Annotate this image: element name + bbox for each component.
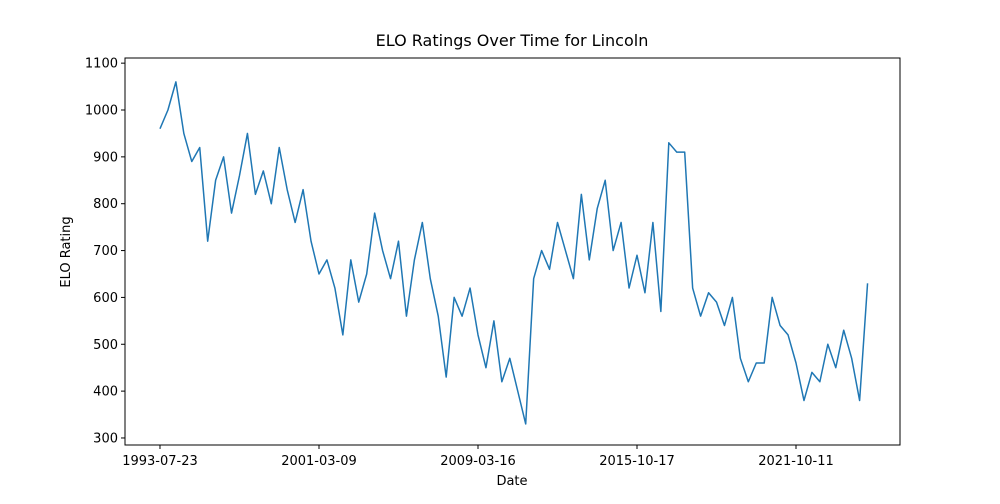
y-tick-label: 600 [93,291,118,306]
x-tick-label: 2015-10-17 [599,454,675,469]
y-tick-label: 1100 [85,57,118,72]
y-tick-label: 400 [93,385,118,400]
y-tick-label: 500 [93,338,118,353]
x-tick-label: 2001-03-09 [281,454,357,469]
y-tick-label: 800 [93,197,118,212]
y-axis-label: ELO Rating [59,216,74,287]
x-axis-label: Date [496,474,527,489]
x-tick-label: 2021-10-11 [758,454,834,469]
plot-frame [124,57,901,446]
x-tick-label: 2009-03-16 [440,454,516,469]
y-tick-label: 700 [93,244,118,259]
chart-title: ELO Ratings Over Time for Lincoln [376,31,649,50]
y-tick-label: 1000 [85,104,118,119]
line-series [159,81,869,425]
y-tick-label: 300 [93,431,118,446]
x-tick-label: 1993-07-23 [122,454,198,469]
y-tick-label: 900 [93,150,118,165]
